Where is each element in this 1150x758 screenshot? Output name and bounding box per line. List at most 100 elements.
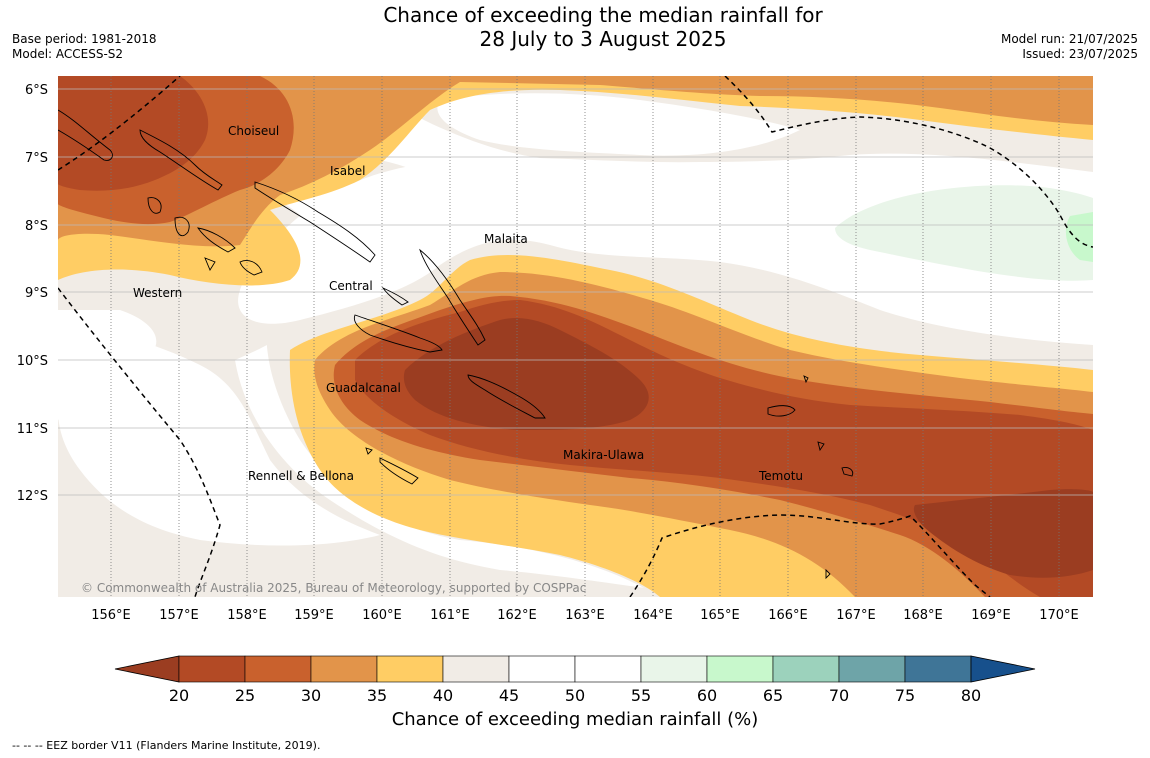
island-bellona bbox=[365, 447, 373, 455]
lat-label-9s: 9°S bbox=[25, 286, 48, 301]
island-vella bbox=[147, 197, 162, 214]
label-choiseul: Choiseul bbox=[228, 124, 279, 138]
colorbar-min-extend bbox=[114, 655, 180, 683]
island-makira bbox=[467, 374, 546, 419]
colorbar-tick-label: 35 bbox=[367, 686, 387, 705]
lon-label-162e: 162°E bbox=[497, 608, 537, 623]
lat-label-12s: 12°S bbox=[17, 489, 48, 504]
lon-label-165e: 165°E bbox=[700, 608, 740, 623]
lon-label-168e: 168°E bbox=[903, 608, 943, 623]
contour-45-55-center bbox=[238, 161, 1093, 345]
contour-45-55-north bbox=[437, 93, 800, 156]
eez-borders bbox=[58, 76, 1093, 597]
island-bougainville bbox=[58, 109, 113, 161]
island-utupua bbox=[817, 441, 825, 452]
colorbar: 20 25 30 35 40 45 50 55 60 65 70 75 80 bbox=[114, 655, 1036, 705]
island-tikopia bbox=[825, 568, 831, 580]
island-reef-islands bbox=[803, 375, 809, 384]
base-period: Base period: 1981-2018 bbox=[12, 32, 157, 46]
colorbar-tick-label: 80 bbox=[961, 686, 981, 705]
lon-label-167e: 167°E bbox=[836, 608, 876, 623]
colorbar-segment bbox=[508, 655, 576, 683]
colorbar-segment bbox=[310, 655, 378, 683]
contour-30-35-north bbox=[58, 76, 1093, 247]
label-makira-ulawa: Makira-Ulawa bbox=[563, 448, 644, 462]
island-malaita bbox=[419, 248, 486, 346]
island-isabel bbox=[254, 181, 376, 263]
rainfall-field bbox=[58, 76, 1093, 597]
coastlines bbox=[58, 109, 854, 580]
lon-label-170e: 170°E bbox=[1039, 608, 1079, 623]
model-name: Model: ACCESS-S2 bbox=[12, 47, 124, 61]
colorbar-tick-label: 45 bbox=[499, 686, 519, 705]
lat-label-6s: 6°S bbox=[25, 83, 48, 98]
lon-label-161e: 161°E bbox=[430, 608, 470, 623]
island-vanikoro bbox=[841, 467, 854, 477]
eez-north-west bbox=[58, 76, 181, 171]
chart-title: Chance of exceeding the median rainfall … bbox=[0, 3, 1150, 51]
lon-label-166e: 166°E bbox=[768, 608, 808, 623]
colorbar-tick-label: 60 bbox=[697, 686, 717, 705]
meta-left: Base period: 1981-2018 Model: ACCESS-S2 bbox=[12, 32, 157, 62]
lon-label-169e: 169°E bbox=[971, 608, 1011, 623]
colorbar-segment bbox=[706, 655, 774, 683]
colorbar-tick-label: 50 bbox=[565, 686, 585, 705]
label-rennell-bellona: Rennell & Bellona bbox=[248, 469, 354, 483]
contour-45-55-west bbox=[58, 322, 380, 546]
island-choiseul bbox=[139, 129, 223, 191]
colorbar-tick-label: 70 bbox=[829, 686, 849, 705]
lon-label-157e: 157°E bbox=[159, 608, 199, 623]
label-guadalcanal: Guadalcanal bbox=[326, 381, 401, 395]
colorbar-tick-label: 25 bbox=[235, 686, 255, 705]
colorbar-segment bbox=[772, 655, 840, 683]
colorbar-tick-label: 55 bbox=[631, 686, 651, 705]
title-line-2: 28 July to 3 August 2025 bbox=[479, 27, 727, 51]
label-malaita: Malaita bbox=[484, 232, 528, 246]
lon-label-163e: 163°E bbox=[565, 608, 605, 623]
lon-label-156e: 156°E bbox=[91, 608, 131, 623]
title-line-1: Chance of exceeding the median rainfall … bbox=[383, 3, 823, 27]
lon-label-158e: 158°E bbox=[227, 608, 267, 623]
lat-label-8s: 8°S bbox=[25, 219, 48, 234]
colorbar-tick-label: 40 bbox=[433, 686, 453, 705]
label-isabel: Isabel bbox=[330, 164, 365, 178]
colorbar-max-extend bbox=[970, 655, 1036, 683]
island-guadalcanal bbox=[353, 314, 443, 353]
lat-tick-labels: 6°S 7°S 8°S 9°S 10°S 11°S 12°S bbox=[17, 83, 48, 504]
colorbar-segment bbox=[376, 655, 444, 683]
region-labels: Choiseul Isabel Malaita Central Western … bbox=[133, 124, 803, 483]
lon-label-159e: 159°E bbox=[294, 608, 334, 623]
lat-label-10s: 10°S bbox=[17, 354, 48, 369]
island-santacruz bbox=[767, 405, 796, 417]
colorbar-label: Chance of exceeding median rainfall (%) bbox=[391, 709, 759, 730]
lat-gridlines bbox=[58, 88, 1093, 496]
label-central: Central bbox=[329, 279, 373, 293]
eez-footnote: -- -- -- EEZ border V11 (Flanders Marine… bbox=[12, 739, 321, 752]
lon-label-164e: 164°E bbox=[633, 608, 673, 623]
model-run: Model run: 21/07/2025 bbox=[1000, 32, 1138, 46]
label-western: Western bbox=[133, 286, 182, 300]
contour-60-65 bbox=[1065, 212, 1093, 262]
colorbar-tick-label: 20 bbox=[169, 686, 189, 705]
colorbar-segment bbox=[904, 655, 972, 683]
issued-date: Issued: 23/07/2025 bbox=[1022, 47, 1138, 61]
contour-55-60-east bbox=[835, 185, 1093, 281]
island-newgeorgia bbox=[174, 216, 263, 276]
colorbar-segment bbox=[640, 655, 708, 683]
colorbar-segment bbox=[574, 655, 642, 683]
colorbar-tick-label: 75 bbox=[895, 686, 915, 705]
label-temotu: Temotu bbox=[758, 469, 803, 483]
eez-west bbox=[58, 287, 221, 597]
colorbar-segment bbox=[244, 655, 312, 683]
contour-below-20-central bbox=[403, 318, 649, 430]
contour-20-25-north bbox=[58, 76, 209, 191]
lat-label-7s: 7°S bbox=[25, 151, 48, 166]
meta-right: Model run: 21/07/2025 Issued: 23/07/2025 bbox=[1001, 32, 1138, 62]
copyright-text: © Commonwealth of Australia 2025, Bureau… bbox=[81, 581, 586, 595]
island-florida bbox=[381, 286, 409, 306]
lon-tick-labels: 156°E 157°E 158°E 159°E 160°E 161°E 162°… bbox=[91, 608, 1079, 623]
colorbar-segment bbox=[838, 655, 906, 683]
lat-label-11s: 11°S bbox=[17, 422, 48, 437]
colorbar-tick-label: 30 bbox=[301, 686, 321, 705]
